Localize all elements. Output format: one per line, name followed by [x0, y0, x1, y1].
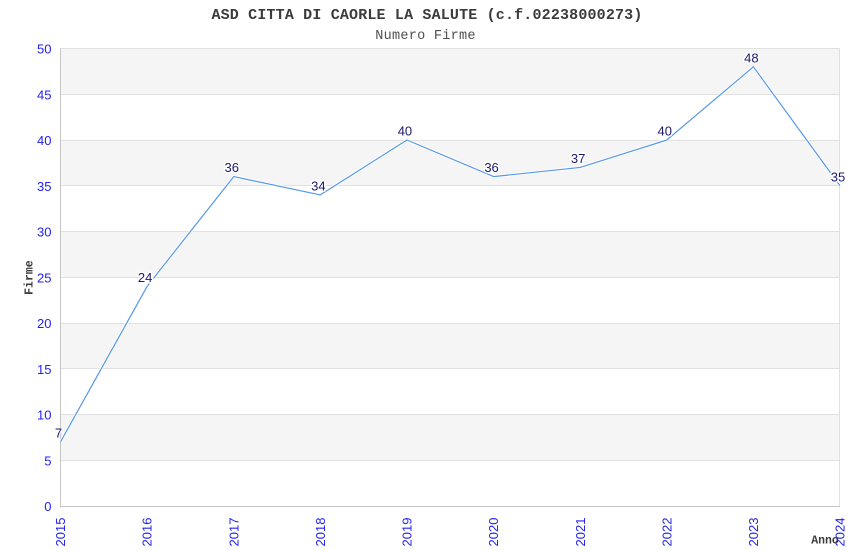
svg-text:50: 50	[37, 42, 51, 57]
svg-text:40: 40	[398, 124, 412, 139]
svg-text:45: 45	[37, 87, 51, 102]
svg-text:2021: 2021	[573, 518, 588, 547]
svg-text:Anno: Anno	[811, 535, 839, 548]
svg-text:20: 20	[37, 316, 51, 331]
svg-text:40: 40	[658, 124, 672, 139]
svg-text:2016: 2016	[140, 518, 155, 547]
svg-text:Numero Firme: Numero Firme	[375, 29, 476, 44]
svg-text:30: 30	[37, 225, 51, 240]
svg-text:2017: 2017	[226, 518, 241, 547]
svg-text:2019: 2019	[400, 518, 415, 547]
svg-text:10: 10	[37, 408, 51, 423]
svg-text:24: 24	[138, 270, 152, 285]
svg-text:2015: 2015	[53, 518, 68, 547]
svg-text:36: 36	[224, 160, 238, 175]
svg-text:40: 40	[37, 133, 51, 148]
svg-text:2020: 2020	[486, 518, 501, 547]
svg-text:35: 35	[831, 169, 845, 184]
svg-text:35: 35	[37, 179, 51, 194]
svg-text:48: 48	[744, 50, 758, 65]
svg-text:Firme: Firme	[23, 260, 36, 295]
svg-text:2018: 2018	[313, 518, 328, 547]
svg-text:36: 36	[484, 160, 498, 175]
svg-text:37: 37	[571, 151, 585, 166]
svg-text:15: 15	[37, 362, 51, 377]
svg-text:2022: 2022	[659, 518, 674, 547]
svg-text:7: 7	[55, 425, 62, 440]
svg-text:ASD CITTA DI CAORLE LA SALUTE: ASD CITTA DI CAORLE LA SALUTE (c.f.02238…	[211, 7, 642, 24]
svg-text:2023: 2023	[746, 518, 761, 547]
svg-text:2024: 2024	[833, 518, 848, 547]
svg-text:0: 0	[44, 499, 51, 514]
svg-text:34: 34	[311, 178, 325, 193]
svg-text:25: 25	[37, 270, 51, 285]
svg-text:5: 5	[44, 453, 51, 468]
